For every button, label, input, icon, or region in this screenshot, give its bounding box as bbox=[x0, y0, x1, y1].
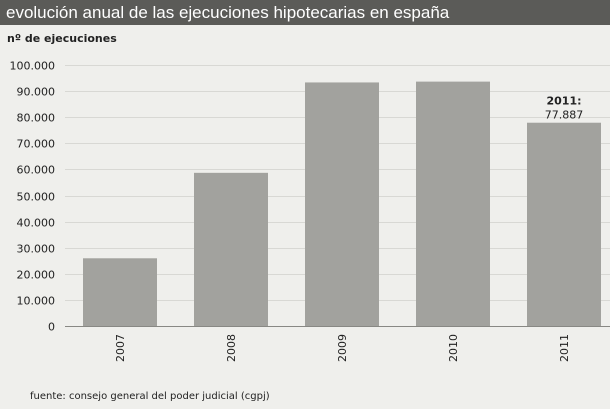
bar-2011 bbox=[527, 122, 601, 326]
x-tick-label: 2010 bbox=[447, 334, 460, 362]
y-tick-label: 60.000 bbox=[17, 164, 56, 177]
x-tick-label: 2009 bbox=[336, 334, 349, 362]
y-axis-label: nº de ejecuciones bbox=[7, 32, 117, 45]
y-tick-label: 80.000 bbox=[17, 112, 56, 125]
y-tick-label: 40.000 bbox=[17, 217, 56, 230]
x-tick-label: 2011 bbox=[558, 334, 571, 362]
x-tick-label: 2008 bbox=[225, 334, 238, 362]
bar-2007 bbox=[83, 258, 157, 326]
x-axis-ticks: 2007 2008 2009 2010 2011 bbox=[114, 334, 571, 362]
y-tick-label: 90.000 bbox=[17, 86, 56, 99]
bar-2010 bbox=[416, 81, 490, 326]
bar-2009 bbox=[305, 82, 379, 326]
y-tick-label: 20.000 bbox=[17, 269, 56, 282]
y-tick-label: 50.000 bbox=[17, 191, 56, 204]
y-tick-label: 100.000 bbox=[10, 60, 56, 73]
annotation-label: 2011: bbox=[546, 95, 581, 108]
source-note: fuente: consejo general del poder judici… bbox=[30, 391, 270, 402]
y-axis-ticks: 0 10.000 20.000 30.000 40.000 50.000 60.000 70.… bbox=[10, 60, 56, 334]
y-tick-label: 30.000 bbox=[17, 243, 56, 256]
bars bbox=[83, 81, 601, 326]
annotations: 2011:77.887 bbox=[545, 95, 584, 122]
bar-2008 bbox=[194, 172, 268, 326]
chart-title: evolución anual de las ejecuciones hipot… bbox=[0, 0, 610, 25]
y-tick-label: 0 bbox=[48, 321, 55, 334]
y-tick-label: 10.000 bbox=[17, 295, 56, 308]
x-tick-label: 2007 bbox=[114, 334, 127, 362]
annotation-value: 77.887 bbox=[545, 109, 584, 122]
y-tick-label: 70.000 bbox=[17, 138, 56, 151]
